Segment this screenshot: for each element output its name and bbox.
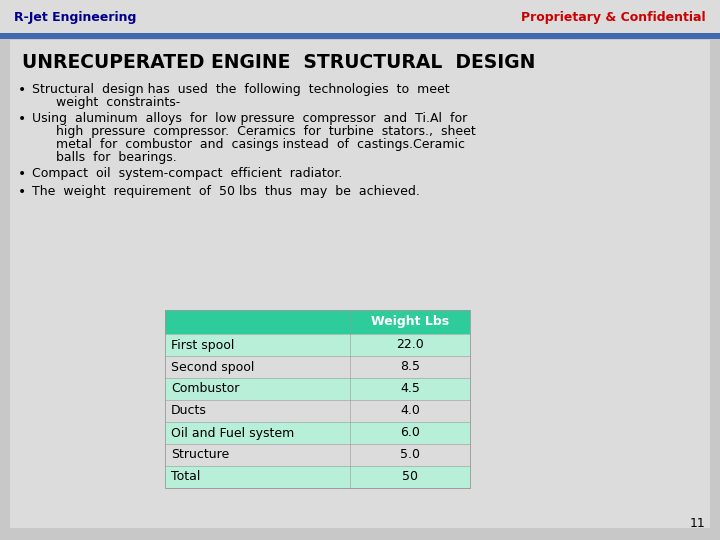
Bar <box>165 400 350 422</box>
Text: Compact  oil  system-compact  efficient  radiator.: Compact oil system-compact efficient rad… <box>32 167 343 180</box>
Text: •: • <box>18 167 26 181</box>
Text: Ducts: Ducts <box>171 404 207 417</box>
Bar <box>350 334 470 356</box>
Text: Using  aluminum  alloys  for  low pressure  compressor  and  Ti.Al  for: Using aluminum alloys for low pressure c… <box>32 112 467 125</box>
Bar <box>350 378 470 400</box>
Text: 8.5: 8.5 <box>400 361 420 374</box>
Bar <box>0 0 720 35</box>
Text: Structural  design has  used  the  following  technologies  to  meet: Structural design has used the following… <box>32 83 449 96</box>
Text: Combustor: Combustor <box>171 382 239 395</box>
Bar <box>165 356 350 378</box>
Text: Weight Lbs: Weight Lbs <box>371 315 449 328</box>
Text: Structure: Structure <box>171 449 229 462</box>
Text: weight  constraints-: weight constraints- <box>32 96 180 109</box>
Bar <box>165 310 470 334</box>
Bar <box>165 378 350 400</box>
Text: •: • <box>18 83 26 97</box>
Bar <box>350 444 470 466</box>
Bar <box>165 310 470 488</box>
Bar <box>350 466 470 488</box>
Bar <box>350 422 470 444</box>
Text: Proprietary & Confidential: Proprietary & Confidential <box>521 11 706 24</box>
Text: Total: Total <box>171 470 200 483</box>
Bar <box>165 334 350 356</box>
Text: high  pressure  compressor.  Ceramics  for  turbine  stators.,  sheet: high pressure compressor. Ceramics for t… <box>32 125 476 138</box>
Text: First spool: First spool <box>171 339 235 352</box>
Text: 50: 50 <box>402 470 418 483</box>
Text: 11: 11 <box>689 517 705 530</box>
Text: metal  for  combustor  and  casings instead  of  castings.Ceramic: metal for combustor and casings instead … <box>32 138 465 151</box>
Text: 5.0: 5.0 <box>400 449 420 462</box>
Text: •: • <box>18 112 26 126</box>
Text: 4.5: 4.5 <box>400 382 420 395</box>
Text: UNRECUPERATED ENGINE  STRUCTURAL  DESIGN: UNRECUPERATED ENGINE STRUCTURAL DESIGN <box>22 52 536 71</box>
Text: The  weight  requirement  of  50 lbs  thus  may  be  achieved.: The weight requirement of 50 lbs thus ma… <box>32 185 420 198</box>
Text: R-Jet Engineering: R-Jet Engineering <box>14 11 136 24</box>
Text: 22.0: 22.0 <box>396 339 424 352</box>
Text: Second spool: Second spool <box>171 361 254 374</box>
Bar <box>0 33 720 39</box>
Text: balls  for  bearings.: balls for bearings. <box>32 151 176 164</box>
Bar <box>165 422 350 444</box>
Bar <box>350 400 470 422</box>
Bar <box>350 356 470 378</box>
Bar <box>165 444 350 466</box>
Bar <box>165 466 350 488</box>
Text: 4.0: 4.0 <box>400 404 420 417</box>
Text: •: • <box>18 185 26 199</box>
Text: 6.0: 6.0 <box>400 427 420 440</box>
Text: Oil and Fuel system: Oil and Fuel system <box>171 427 294 440</box>
